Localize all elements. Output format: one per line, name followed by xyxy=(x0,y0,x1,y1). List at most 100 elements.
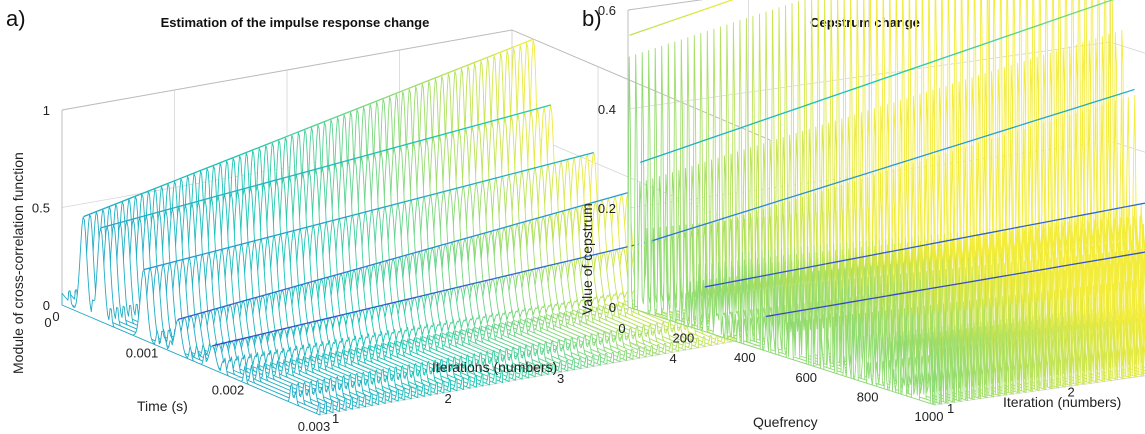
panel-b-origin-tick-label: 0 xyxy=(618,321,625,336)
panel-b-peak-ridge xyxy=(1033,114,1055,122)
panel-b-peak-ridge xyxy=(813,183,834,191)
panel-b-y-tick-label: 1 xyxy=(947,401,954,416)
panel-a-axis-line xyxy=(61,29,513,111)
panel-a-peak-ridge xyxy=(268,327,288,333)
panel-a-peak-ridge xyxy=(363,150,383,157)
panel-b-peak-ridge xyxy=(780,106,802,115)
panel-b-peak-ridge xyxy=(1126,202,1145,208)
panel-b-x-tick-label: 1000 xyxy=(915,409,944,424)
panel-b-x-tick-label: 800 xyxy=(857,389,879,404)
panel-a-y-tick-label: 2 xyxy=(445,391,452,406)
panel-b-peak-ridge xyxy=(704,282,725,288)
panel-b-y-tick-label: 2 xyxy=(1068,384,1075,399)
panel-b-peak-ridge xyxy=(901,64,922,74)
panel-a-peak-ridge xyxy=(400,140,420,147)
panel-a-peak-ridge xyxy=(231,186,251,193)
panel-b-peak-ridge xyxy=(1046,217,1067,223)
panel-a-peak-ridge xyxy=(384,255,404,262)
panel-a-peak-ridge xyxy=(289,127,309,136)
panel-a-peak-ridge xyxy=(344,155,364,162)
panel-b-peak-ridge xyxy=(946,281,968,287)
panel-b-peak-ridge xyxy=(744,274,766,280)
panel-b-z-tick-label: 0.2 xyxy=(598,201,616,216)
panel-b-peak-ridge xyxy=(752,202,774,210)
panel-a-peak-ridge xyxy=(518,166,538,173)
panel-b-peak-ridge xyxy=(1041,16,1063,25)
panel-a-peak-ridge xyxy=(306,165,326,173)
panel-a-peak-ridge xyxy=(456,282,476,289)
panel-b-peak-ridge xyxy=(1013,120,1035,128)
panel-b-peak-ridge xyxy=(1081,2,1103,11)
panel-a-peak-ridge xyxy=(495,45,515,55)
panel-b-peak-ridge xyxy=(865,251,886,258)
panel-b-peak-ridge xyxy=(1087,257,1108,263)
panel-a-peak-ridge xyxy=(346,265,366,273)
panel-a-peak-ridge xyxy=(271,287,291,294)
panel-a-peak-ridge xyxy=(233,149,253,159)
panel-a-peak-ridge xyxy=(143,264,163,271)
panel-a-peak-ridge xyxy=(439,68,459,77)
panel-a-peak-ridge xyxy=(421,244,441,252)
panel-b-peak-ridge xyxy=(640,154,661,164)
panel-a-peak-ridge xyxy=(214,156,234,166)
panel-b-x-tick-label: 200 xyxy=(673,331,695,346)
panel-b-peak-ridge xyxy=(826,302,847,307)
panel-a-peak-ridge xyxy=(477,228,498,236)
panel-b-peak-ridge xyxy=(680,141,701,150)
panel-a-peak-ridge xyxy=(120,193,140,203)
panel-a-impulse-response: a) Estimation of the impulse response ch… xyxy=(6,6,789,434)
panel-a-peak-ridge xyxy=(574,151,594,159)
panel-a-peak-ridge xyxy=(325,160,345,168)
panel-a-peak-ridge xyxy=(512,269,532,275)
panel-b-peak-ridge xyxy=(764,271,786,277)
panel-b-peak-ridge xyxy=(921,58,942,67)
panel-a-peak-ridge xyxy=(364,97,384,107)
panel-b-peak-ridge xyxy=(1067,261,1088,266)
panel-a-peak-ridge xyxy=(419,135,439,142)
panel-b-peak-ridge xyxy=(886,291,907,297)
panel-b-peak-ridge xyxy=(833,176,854,185)
panel-b-peak-ridge xyxy=(740,120,761,129)
panel-a-peak-ridge xyxy=(287,322,307,329)
panel-a-peak-ridge xyxy=(475,119,495,127)
panel-a-peak-ridge xyxy=(387,200,407,207)
panel-b-peak-ridge xyxy=(926,285,948,290)
panel-a-peak-ridge xyxy=(420,75,440,85)
panel-a-peak-ridge xyxy=(459,234,479,241)
panel-b-peak-ridge xyxy=(985,228,1007,235)
panel-a-y-tick-label: 3 xyxy=(557,371,564,386)
panel-b-peak-ridge xyxy=(881,71,902,81)
panel-b-peak-ridge xyxy=(1066,213,1087,219)
panel-b-peak-ridge xyxy=(933,145,955,154)
panel-b-peak-ridge xyxy=(1127,251,1145,256)
panel-a-peak-ridge xyxy=(249,331,269,338)
panel-b-peak-ridge xyxy=(649,20,670,29)
panel-b-peak-ridge xyxy=(1047,264,1068,270)
panel-a-peak-ridge xyxy=(556,156,576,163)
panel-b-peak-ridge xyxy=(800,99,822,108)
panel-a-peak-ridge xyxy=(199,249,219,256)
panel-a-x-axis-label: Time (s) xyxy=(137,398,188,414)
panel-a-peak-ridge xyxy=(218,244,238,251)
panel-a-peak-ridge xyxy=(568,255,588,262)
panel-b-peak-ridge xyxy=(652,233,673,242)
panel-b-z-tick-label: 0.6 xyxy=(598,3,616,18)
panel-a-peak-ridge xyxy=(552,207,573,215)
panel-b-peak-ridge xyxy=(792,189,814,198)
panel-b-peak-ridge xyxy=(965,232,987,238)
panel-b-peak-ridge xyxy=(966,278,988,283)
panel-a-surface-slice xyxy=(61,216,321,416)
panel-a-z-tick-label: 1 xyxy=(43,103,50,118)
panel-b-x-axis-label: Quefrency xyxy=(753,414,818,430)
panel-a-peak-ridge xyxy=(514,38,534,48)
panel-a-x-tick-label: 0 xyxy=(52,309,59,324)
panel-a-peak-ridge xyxy=(402,250,423,257)
panel-b-peak-ridge xyxy=(906,288,927,294)
panel-a-peak-ridge xyxy=(458,60,478,70)
panel-b-peak-ridge xyxy=(893,158,914,166)
panel-a-peak-ridge xyxy=(462,181,482,188)
panel-a-y-tick-label: 4 xyxy=(670,351,677,366)
panel-b-cepstrum: b) Cepstrum change 200400600800100001234… xyxy=(579,0,1145,430)
